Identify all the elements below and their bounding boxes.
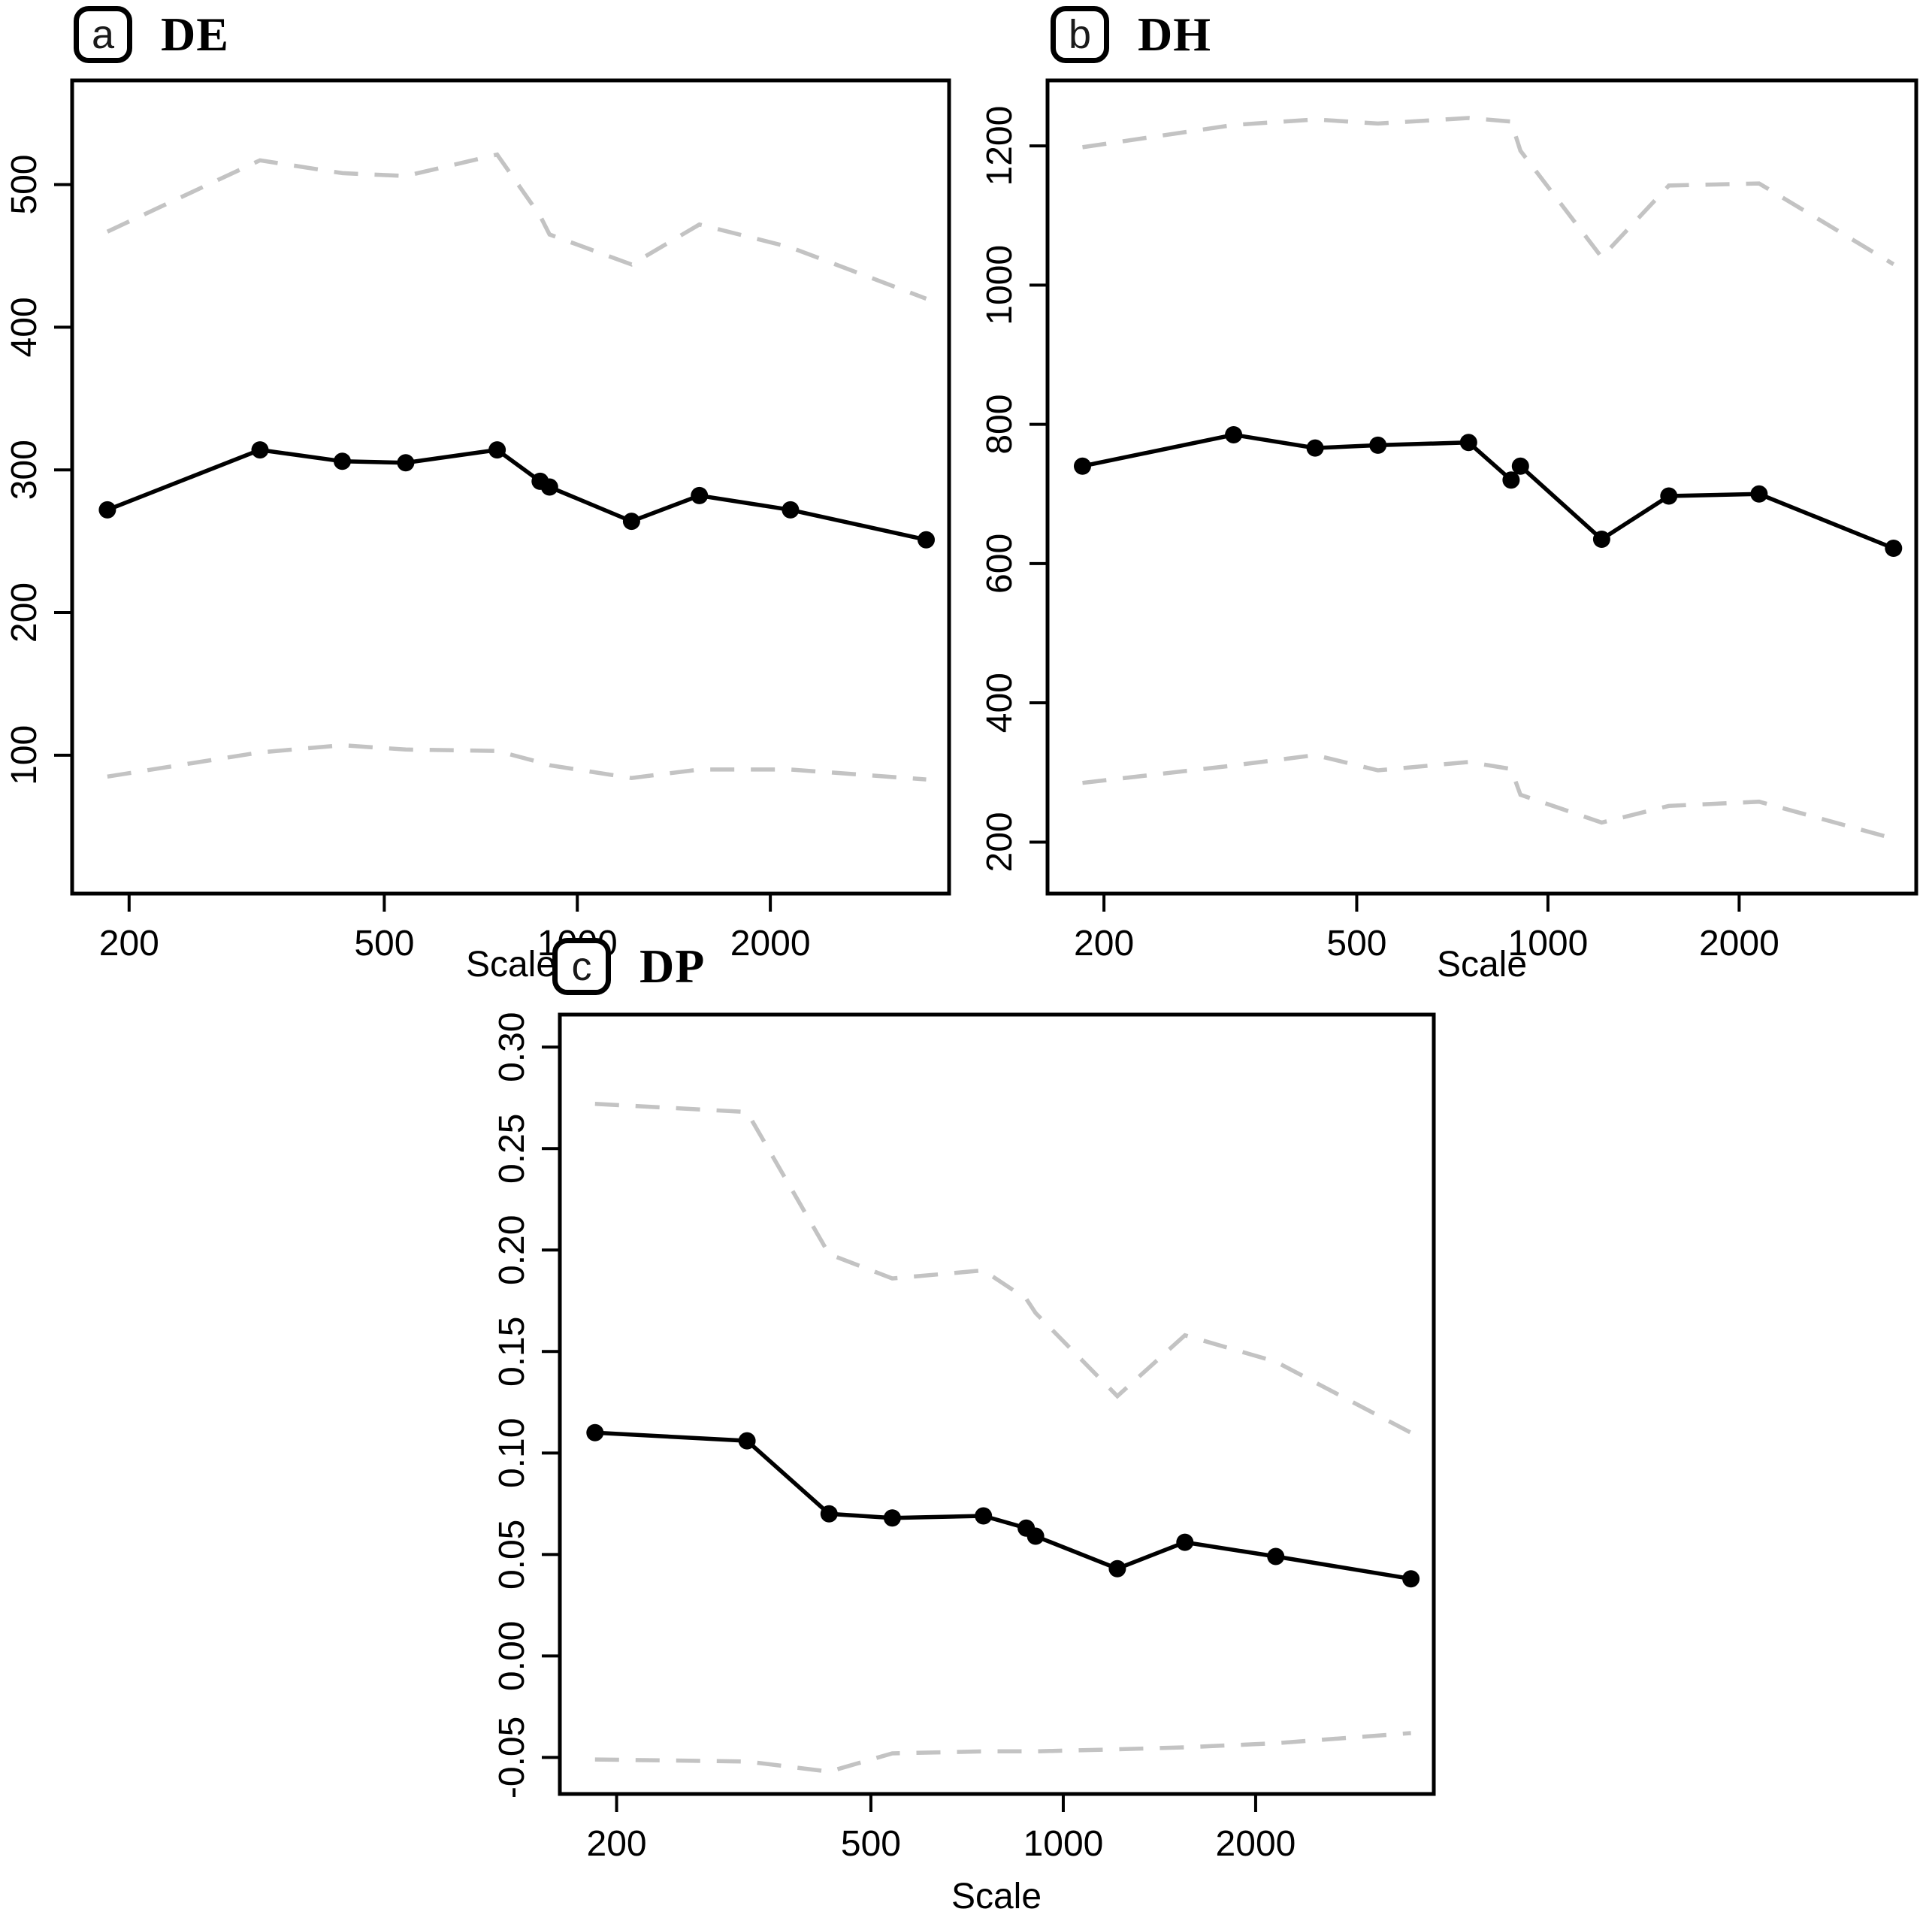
panel-a-x-axis-label: Scale xyxy=(465,945,557,985)
panel-c-header: c DP xyxy=(552,938,705,995)
panel-b-chart: 200 500 1000 2000 200 400 600 800 1000 1200 xyxy=(980,78,1918,963)
panel-c-chart: 200 500 1000 2000 -0.05 0.00 0.05 0.10 0.15 0.20 0… xyxy=(492,1012,1436,1864)
y-tick-label: 800 xyxy=(980,395,1020,455)
x-tick-label: 1000 xyxy=(1508,924,1589,963)
data-point xyxy=(782,501,800,519)
y-tick-label: 0.00 xyxy=(492,1621,532,1691)
data-point xyxy=(1267,1547,1285,1565)
x-tick-label: 200 xyxy=(587,1824,647,1864)
data-point xyxy=(488,441,506,459)
series-estimate xyxy=(1081,432,1894,551)
y-tick-label: 0.20 xyxy=(492,1215,532,1285)
data-point xyxy=(1502,471,1520,489)
data-point xyxy=(334,452,351,470)
y-tick-label: 0.05 xyxy=(492,1520,532,1590)
data-point xyxy=(1660,487,1678,505)
data-point xyxy=(1885,540,1903,557)
y-tick-label: 500 xyxy=(5,155,44,215)
y-tick-label: 0.10 xyxy=(492,1418,532,1488)
x-tick-label: 2000 xyxy=(1699,924,1779,963)
y-tick-label: 400 xyxy=(980,673,1020,733)
series-upper-confidence-band xyxy=(594,1102,1412,1435)
series-estimate xyxy=(106,447,927,542)
panel-c-letter: c xyxy=(571,944,592,989)
series-estimate xyxy=(594,1430,1412,1581)
panel-a-header: a DE xyxy=(74,6,229,63)
panel-b-letter-badge: b xyxy=(1051,6,1109,63)
data-point xyxy=(975,1507,993,1525)
y-tick-label: 1200 xyxy=(980,106,1020,186)
x-tick-label: 2000 xyxy=(730,924,811,963)
panel-b-title: DH xyxy=(1138,8,1211,61)
y-tick-label: 0.30 xyxy=(492,1012,532,1081)
data-point xyxy=(1026,1527,1045,1545)
data-point xyxy=(1459,434,1477,452)
series-lower-confidence-band xyxy=(1082,752,1894,841)
x-tick-label: 200 xyxy=(99,924,159,963)
panel-a-letter-badge: a xyxy=(74,6,132,63)
data-point xyxy=(1074,457,1091,475)
series-upper-confidence-band xyxy=(1082,116,1895,266)
panel-b-letter: b xyxy=(1068,12,1092,57)
y-tick-label: 100 xyxy=(5,725,44,785)
y-tick-label: 200 xyxy=(5,582,44,643)
panel-b-x-axis-label: Scale xyxy=(1436,945,1528,985)
data-point xyxy=(1402,1570,1420,1588)
data-point xyxy=(397,454,415,472)
data-point xyxy=(1511,457,1529,475)
x-tick-label: 500 xyxy=(1326,924,1386,963)
data-point xyxy=(1225,426,1243,443)
x-tick-label: 500 xyxy=(354,924,414,963)
y-tick-label: 200 xyxy=(980,812,1020,872)
y-tick-label: 400 xyxy=(5,297,44,357)
data-point xyxy=(883,1509,901,1527)
data-point xyxy=(586,1423,604,1441)
y-tick-label: 600 xyxy=(980,534,1020,594)
x-tick-label: 2000 xyxy=(1216,1824,1296,1864)
data-point xyxy=(820,1505,838,1523)
data-point xyxy=(1369,436,1387,454)
panel-c-x-axis-label: Scale xyxy=(951,1877,1042,1916)
data-point xyxy=(738,1432,756,1450)
panel-c-title: DP xyxy=(639,939,706,993)
data-point xyxy=(1108,1559,1126,1578)
panel-b-header: b DH xyxy=(1051,6,1211,63)
y-tick-label: 1000 xyxy=(980,245,1020,325)
data-point xyxy=(918,531,935,549)
panel-a-chart: 20050010002000100200300400500 xyxy=(5,78,951,963)
data-point xyxy=(1592,531,1610,548)
panel-a-title: DE xyxy=(161,8,229,61)
x-tick-label: 500 xyxy=(841,1824,901,1864)
data-point xyxy=(98,501,116,519)
data-point xyxy=(691,486,709,504)
y-tick-label: 300 xyxy=(5,440,44,500)
panel-a-letter: a xyxy=(91,12,115,57)
data-point xyxy=(540,478,558,496)
x-tick-label: 200 xyxy=(1074,924,1134,963)
panel-c-letter-badge: c xyxy=(552,938,611,995)
series-lower-confidence-band xyxy=(107,743,927,782)
series-upper-confidence-band xyxy=(106,152,927,301)
y-tick-label: 0.25 xyxy=(492,1114,532,1184)
y-tick-label: -0.05 xyxy=(492,1717,532,1798)
y-tick-label: 0.15 xyxy=(492,1317,532,1387)
data-point xyxy=(1176,1533,1194,1551)
data-point xyxy=(251,441,269,459)
x-tick-label: 1000 xyxy=(1023,1824,1104,1864)
data-point xyxy=(622,513,640,531)
data-point xyxy=(1306,439,1324,457)
data-point xyxy=(1750,485,1768,503)
series-lower-confidence-band xyxy=(594,1731,1411,1774)
